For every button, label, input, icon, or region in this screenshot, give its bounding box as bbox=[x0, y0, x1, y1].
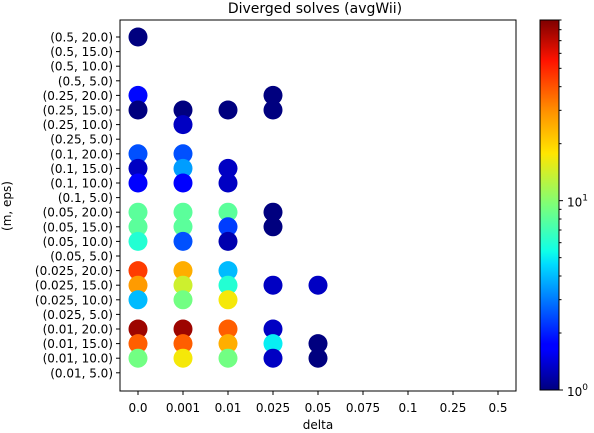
y-tick-label: (0.05, 15.0) bbox=[43, 220, 113, 234]
scatter-point bbox=[173, 158, 193, 178]
scatter-point bbox=[128, 319, 148, 339]
x-axis-label: delta bbox=[303, 418, 333, 432]
y-tick-label: (0.025, 15.0) bbox=[35, 279, 113, 293]
y-tick-label: (0.025, 10.0) bbox=[35, 293, 113, 307]
y-tick-label: (0.1, 20.0) bbox=[50, 147, 113, 161]
y-tick-label: (0.025, 20.0) bbox=[35, 264, 113, 278]
scatter-point bbox=[263, 217, 283, 237]
y-tick-label: (0.1, 15.0) bbox=[50, 162, 113, 176]
colorbar-tick-label: 100 bbox=[567, 383, 588, 399]
scatter-point bbox=[308, 334, 328, 354]
x-tick-label: 0.25 bbox=[440, 401, 467, 415]
scatter-point bbox=[218, 202, 238, 222]
y-tick-label: (0.01, 5.0) bbox=[50, 366, 113, 380]
scatter-point bbox=[128, 261, 148, 281]
y-tick-label: (0.25, 15.0) bbox=[43, 104, 113, 118]
scatter-point bbox=[263, 275, 283, 295]
y-tick-label: (0.5, 5.0) bbox=[58, 74, 113, 88]
scatter-point bbox=[128, 202, 148, 222]
y-tick-label: (0.01, 10.0) bbox=[43, 352, 113, 366]
x-tick-label: 0.0 bbox=[128, 401, 147, 415]
x-tick-label: 0.1 bbox=[398, 401, 417, 415]
scatter-point bbox=[308, 275, 328, 295]
y-tick-label: (0.1, 5.0) bbox=[58, 191, 113, 205]
y-tick-label: (0.01, 20.0) bbox=[43, 323, 113, 337]
scatter-point bbox=[128, 100, 148, 120]
scatter-point bbox=[173, 290, 193, 310]
scatter-point bbox=[263, 202, 283, 222]
scatter-point bbox=[218, 275, 238, 295]
scatter-point bbox=[173, 334, 193, 354]
y-tick-label: (0.025, 5.0) bbox=[43, 308, 113, 322]
y-tick-label: (0.1, 10.0) bbox=[50, 177, 113, 191]
scatter-point bbox=[173, 100, 193, 120]
y-tick-label: (0.5, 15.0) bbox=[50, 45, 113, 59]
scatter-point bbox=[218, 100, 238, 120]
scatter-point bbox=[128, 217, 148, 237]
y-axis-label: (m, eps) bbox=[0, 181, 14, 231]
y-tick-label: (0.25, 5.0) bbox=[50, 133, 113, 147]
scatter-point bbox=[263, 319, 283, 339]
x-tick-label: 0.05 bbox=[305, 401, 332, 415]
scatter-point bbox=[218, 261, 238, 281]
scatter-point bbox=[218, 334, 238, 354]
scatter-point bbox=[263, 85, 283, 105]
scatter-point bbox=[218, 231, 238, 251]
scatter-point bbox=[218, 173, 238, 193]
scatter-point bbox=[128, 173, 148, 193]
y-tick-label: (0.05, 5.0) bbox=[50, 250, 113, 264]
y-tick-label: (0.5, 20.0) bbox=[50, 31, 113, 45]
scatter-point bbox=[263, 334, 283, 354]
scatter-point bbox=[173, 217, 193, 237]
y-tick-label: (0.25, 10.0) bbox=[43, 118, 113, 132]
scatter-point bbox=[128, 290, 148, 310]
plot-frame bbox=[119, 19, 517, 392]
scatter-point bbox=[173, 202, 193, 222]
scatter-point bbox=[128, 27, 148, 47]
scatter-point bbox=[173, 231, 193, 251]
chart-title: Diverged solves (avgWii) bbox=[228, 1, 402, 17]
scatter-point bbox=[263, 100, 283, 120]
scatter-point bbox=[128, 334, 148, 354]
scatter-point bbox=[263, 348, 283, 368]
scatter-point bbox=[218, 158, 238, 178]
x-tick-label: 0.001 bbox=[166, 401, 200, 415]
scatter-point bbox=[218, 348, 238, 368]
scatter-point bbox=[128, 348, 148, 368]
scatter-point bbox=[218, 319, 238, 339]
colorbar bbox=[539, 19, 560, 391]
scatter-point bbox=[173, 115, 193, 135]
scatter-point bbox=[128, 275, 148, 295]
scatter-point bbox=[173, 348, 193, 368]
y-tick-label: (0.05, 20.0) bbox=[43, 206, 113, 220]
x-tick-label: 0.5 bbox=[488, 401, 507, 415]
scatter-point bbox=[173, 173, 193, 193]
x-tick-label: 0.025 bbox=[256, 401, 290, 415]
plot-area: 0.0 0.001 0.01 0.025 0.05 0.075 0.1 0.25 0.5 (0.0… bbox=[35, 27, 508, 415]
scatter-point bbox=[173, 275, 193, 295]
scatter-point bbox=[128, 85, 148, 105]
scatter-point bbox=[218, 217, 238, 237]
y-tick-label: (0.5, 10.0) bbox=[50, 60, 113, 74]
y-tick-label: (0.05, 10.0) bbox=[43, 235, 113, 249]
scatter-point bbox=[173, 261, 193, 281]
scatter-point bbox=[173, 319, 193, 339]
scatter-point bbox=[173, 144, 193, 164]
y-tick-label: (0.01, 15.0) bbox=[43, 337, 113, 351]
colorbar-tick-label: 101 bbox=[567, 194, 588, 210]
colorbar-ticks: 100 101 bbox=[559, 19, 588, 399]
scatter-point bbox=[128, 231, 148, 251]
y-tick-label: (0.25, 20.0) bbox=[43, 89, 113, 103]
scatter-point bbox=[128, 144, 148, 164]
x-tick-label: 0.01 bbox=[215, 401, 242, 415]
scatter-point bbox=[128, 158, 148, 178]
scatter-point bbox=[308, 348, 328, 368]
x-tick-label: 0.075 bbox=[346, 401, 380, 415]
scatter-point bbox=[218, 290, 238, 310]
